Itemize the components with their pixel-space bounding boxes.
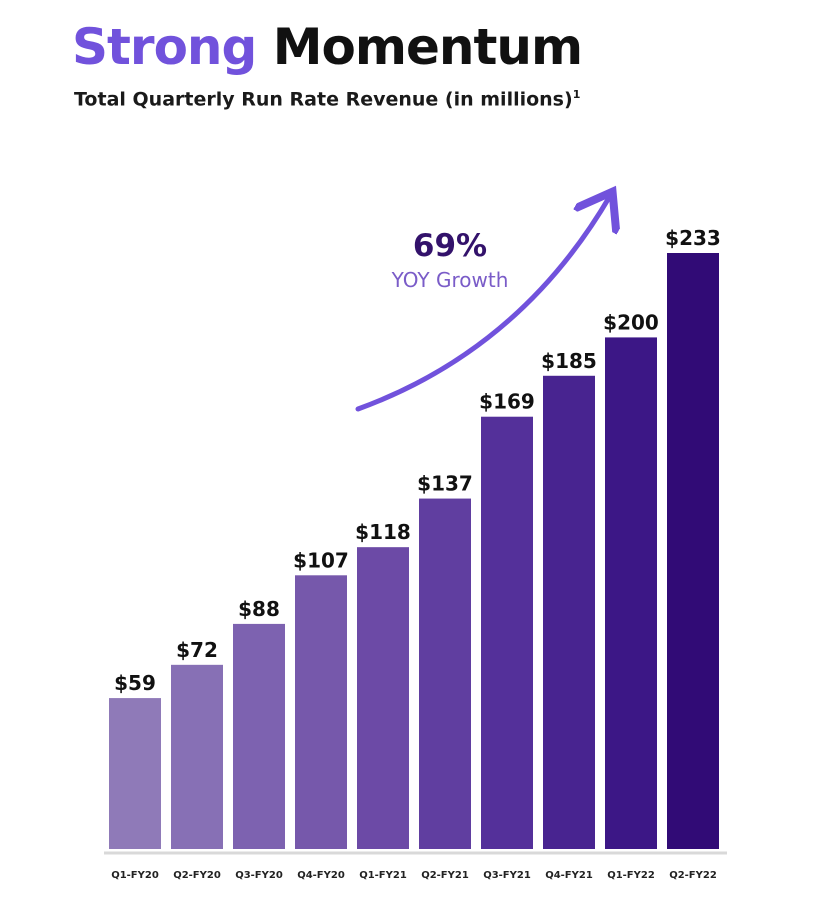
- title-main: Momentum: [272, 18, 583, 76]
- bar-q2-fy21: [419, 498, 471, 849]
- data-label-q3-fy20: $88: [238, 597, 280, 621]
- bar-q1-fy20: [109, 698, 161, 849]
- x-tick-q1-fy20: Q1-FY20: [111, 870, 159, 881]
- growth-caption: YOY Growth: [391, 268, 509, 292]
- bar-q1-fy21: [357, 547, 409, 849]
- bar-q4-fy21: [543, 375, 595, 849]
- data-label-q4-fy20: $107: [293, 548, 349, 572]
- page-title: Strong Momentum: [72, 12, 583, 82]
- bar-q3-fy20: [233, 623, 285, 849]
- x-tick-q2-fy20: Q2-FY20: [173, 870, 221, 881]
- data-label-q1-fy22: $200: [603, 310, 659, 334]
- x-tick-q4-fy21: Q4-FY21: [545, 870, 593, 881]
- x-tick-q2-fy21: Q2-FY21: [421, 870, 469, 881]
- data-label-q4-fy21: $185: [541, 349, 597, 373]
- subtitle-text: Total Quarterly Run Rate Revenue (in mil…: [74, 88, 573, 111]
- data-label-q2-fy22: $233: [665, 226, 721, 250]
- bar-q3-fy21: [481, 416, 533, 849]
- data-labels-layer: $59 $72 $88 $107$118$137 $169$185$200 $233: [114, 226, 721, 695]
- data-label-q1-fy21: $118: [355, 520, 411, 544]
- bar-q2-fy20: [171, 664, 223, 849]
- data-label-q3-fy21: $169: [479, 390, 535, 414]
- bars-layer: [109, 253, 719, 849]
- x-tick-q3-fy20: Q3-FY20: [235, 870, 283, 881]
- bar-q1-fy22: [605, 337, 657, 849]
- growth-percent: 69%: [413, 228, 487, 264]
- title-accent: Strong: [72, 18, 257, 76]
- x-tick-q2-fy22: Q2-FY22: [669, 870, 717, 881]
- x-tick-q3-fy21: Q3-FY21: [483, 870, 531, 881]
- bar-q4-fy20: [295, 575, 347, 849]
- x-tick-q1-fy22: Q1-FY22: [607, 870, 655, 881]
- x-tick-q4-fy20: Q4-FY20: [297, 870, 345, 881]
- page-subtitle: Total Quarterly Run Rate Revenue (in mil…: [74, 88, 580, 110]
- subtitle-footnote: 1: [572, 88, 581, 101]
- data-label-q2-fy20: $72: [176, 638, 218, 662]
- data-label-q1-fy20: $59: [114, 671, 156, 695]
- growth-arrow: [355, 196, 610, 412]
- bar-q2-fy22: [667, 253, 719, 849]
- x-tick-labels-layer: Q1-FY20 Q2-FY20 Q3-FY20 Q4-FY20 Q1-FY21 Q2-FY…: [111, 870, 717, 881]
- data-label-q2-fy21: $137: [417, 472, 473, 496]
- x-tick-q1-fy21: Q1-FY21: [359, 870, 407, 881]
